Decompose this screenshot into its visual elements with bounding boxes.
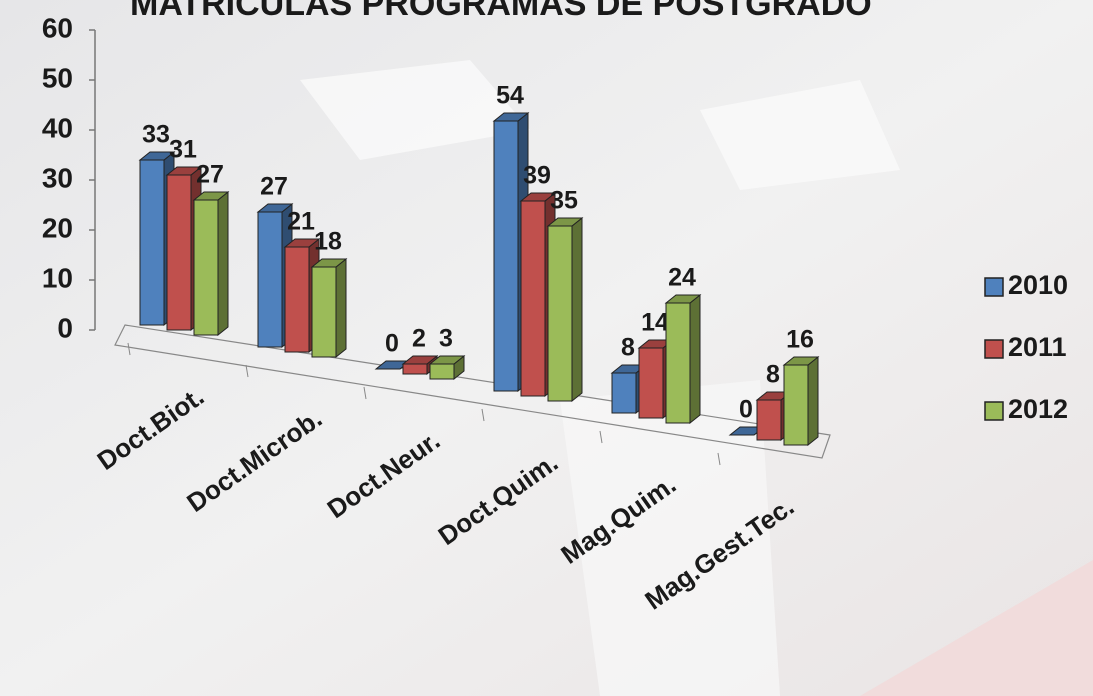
x-tick — [717, 452, 721, 466]
data-label: 31 — [169, 136, 197, 164]
background-shape — [560, 380, 780, 696]
bar-side — [217, 190, 229, 337]
background-shape — [860, 560, 1093, 696]
data-label: 39 — [523, 162, 551, 190]
bar — [192, 190, 230, 337]
y-tick-label: 10 — [42, 262, 73, 293]
bar-front — [638, 347, 664, 419]
data-label: 14 — [641, 309, 669, 337]
bar-front — [284, 246, 310, 353]
background-shape — [700, 80, 900, 190]
floor — [114, 324, 831, 459]
bar-top — [310, 258, 348, 268]
legend-label: 2011 — [1008, 332, 1067, 362]
bar-front — [257, 211, 283, 348]
bar-top — [283, 238, 321, 248]
background-shape — [300, 60, 530, 160]
bar-top — [664, 294, 702, 304]
chart-title: MATRICULAS PROGRAMAS DE POSTGRADO — [130, 0, 872, 23]
legend-label: 2010 — [1008, 270, 1068, 300]
data-label: 0 — [385, 330, 399, 358]
bar-top — [138, 151, 176, 161]
bar-top — [546, 217, 584, 227]
data-label: 35 — [550, 187, 578, 215]
data-label: 54 — [496, 82, 524, 110]
data-label: 24 — [668, 264, 696, 292]
bar-front — [193, 199, 219, 336]
bar — [546, 216, 584, 403]
data-label: 2 — [412, 325, 426, 353]
bar — [782, 355, 820, 447]
y-tick-label: 0 — [57, 312, 73, 343]
x-tick — [127, 342, 131, 356]
data-label: 8 — [766, 361, 780, 389]
bar-front — [611, 372, 637, 414]
data-label: 27 — [196, 161, 224, 189]
y-tick-label: 60 — [42, 12, 73, 43]
bar-front — [756, 399, 782, 441]
bar-front — [166, 174, 192, 331]
bar-side — [807, 355, 819, 447]
legend-swatch — [984, 339, 1004, 359]
legend-swatch — [984, 277, 1004, 297]
bar-front — [493, 120, 519, 392]
bar-front — [311, 266, 337, 358]
bar-front — [520, 200, 546, 397]
y-tick-label: 50 — [42, 62, 73, 93]
data-label: 21 — [287, 208, 315, 236]
data-label: 33 — [142, 121, 170, 149]
bar-side — [335, 257, 347, 359]
x-tick — [245, 364, 249, 378]
y-tick-label: 30 — [42, 162, 73, 193]
bar-top — [782, 356, 820, 366]
bar-front — [139, 159, 165, 326]
data-label: 27 — [260, 173, 288, 201]
x-tick — [481, 408, 485, 422]
y-tick-label: 40 — [42, 112, 73, 143]
data-label: 8 — [621, 334, 635, 362]
bar-top — [492, 112, 530, 122]
bar — [310, 257, 348, 359]
bar — [664, 293, 702, 425]
y-tick-label: 20 — [42, 212, 73, 243]
bar-front — [429, 363, 455, 380]
data-label: 3 — [439, 325, 453, 353]
bar-top — [519, 192, 557, 202]
bar-front — [665, 302, 691, 424]
x-tick — [599, 430, 603, 444]
bar-top — [401, 355, 439, 365]
bar-front — [547, 225, 573, 402]
x-tick — [363, 386, 367, 400]
bar-top — [428, 355, 466, 365]
bar-side — [571, 216, 583, 403]
data-label: 0 — [739, 396, 753, 424]
bar-side — [689, 293, 701, 425]
legend-label: 2012 — [1008, 394, 1068, 424]
bar-top — [256, 203, 294, 213]
bar — [428, 354, 466, 381]
bar-top — [165, 166, 203, 176]
bar-top — [192, 191, 230, 201]
data-label: 18 — [314, 228, 342, 256]
legend-swatch — [984, 401, 1004, 421]
bar-front — [402, 363, 428, 375]
bar-front — [783, 364, 809, 446]
data-label: 16 — [786, 326, 814, 354]
